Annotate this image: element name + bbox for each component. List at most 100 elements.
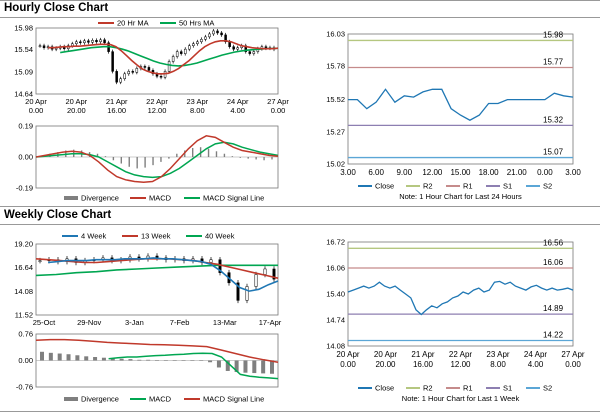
hourly-candle-body [79,41,82,44]
hourly-pivot-legend-r1-label: R1 [463,182,473,191]
weekly-pivot-ytick-label: 16.06 [326,264,345,273]
weekly-legend-signal-label: MACD Signal Line [203,395,264,404]
hourly-candle-body [87,40,90,43]
weekly-pivot-ytick-label: 14.74 [326,316,345,325]
hourly-legend-ma50-label: 50 Hrs MA [179,19,214,28]
weekly-macd-ytick-label: -0.76 [16,383,33,392]
hourly-price-xtick-time: 20.00 [67,106,86,115]
hourly-pivot-xtick-label: 0.00 [537,168,553,177]
weekly-pivot-level-label: 16.56 [543,238,564,247]
hourly-candle-body [123,73,126,79]
weekly-divergence-bar [84,356,89,361]
weekly-pivot-xtick-date: 24 Apr [524,350,547,359]
weekly-section-title: Weekly Close Chart [4,209,112,221]
hourly-candle-body [248,51,252,54]
hourly-candle-body [252,51,256,54]
weekly-price-ytick-label: 14.08 [14,287,33,296]
hourly-pivot-legend-close-label: Close [375,182,394,191]
hourly-candle-body [196,41,199,45]
hourly-pivot-close-line [348,88,574,121]
weekly-divergence-bar [93,357,98,361]
weekly-pivot-legend-close-label: Close [375,384,394,393]
hourly-candle-body [167,61,171,72]
hourly-pivot-ytick-label: 15.78 [326,62,345,71]
weekly-ma4-line [48,257,279,292]
weekly-price-xtick-label: 13-Mar [213,318,237,327]
hourly-price-xtick-date: 20 Apr [25,97,47,106]
hourly-macd-chart: 0.19 0.00 -0.19 Divergence MACD MACD Signal L… [16,122,279,203]
hourly-pivot-ytick-label: 15.27 [326,127,345,136]
hourly-candle-body [127,71,131,75]
hourly-candle-body [236,47,239,50]
hourly-macd-ytick-label: 0.00 [18,153,33,162]
hourly-pivot-legend-r2-label: R2 [423,182,433,191]
weekly-pivot-xtick-time: 20.00 [375,360,396,369]
weekly-pivot-xtick-time: 4.00 [528,360,544,369]
weekly-divergence-bar [181,360,186,361]
hourly-candle-body [192,43,195,46]
weekly-divergence-bar [57,353,62,361]
hourly-price-xtick-date: 23 Apr [186,97,208,106]
weekly-divergence-bar [216,360,221,368]
hourly-price-ytick-label: 14.64 [14,90,33,99]
weekly-pivot-note: Note: 1 Hour Chart for Last 1 Week [402,394,520,403]
weekly-pivot-xtick-date: 22 Apr [449,350,472,359]
hourly-price-xtick-time: 12.00 [148,106,167,115]
weekly-pivot-legend-s2-label: S2 [543,384,552,393]
weekly-candle-body [38,260,42,262]
weekly-candle-body [236,282,240,301]
hourly-candle-body [119,78,122,83]
hourly-candle-body [147,67,151,71]
weekly-divergence-bar [110,358,115,361]
weekly-price-frame [35,243,279,316]
hourly-candle-body [220,32,223,36]
hourly-price-xtick-date: 27 Apr [267,97,289,106]
hourly-price-xtick-time: 0.00 [271,106,286,115]
weekly-pivot-level-label: 16.06 [543,258,564,267]
weekly-macd-ytick-label: 0.00 [18,356,33,365]
weekly-divergence-bar [252,360,257,374]
weekly-legend-divergence-swatch [64,397,78,401]
hourly-candle-body [175,51,179,57]
weekly-pivot-close-line [347,280,574,316]
weekly-divergence-bar [119,358,124,361]
weekly-divergence-bar [270,360,274,374]
weekly-divergence-bar [101,357,106,361]
weekly-candle-body [218,259,222,273]
hourly-candle-body [91,40,94,43]
hourly-candle-body [135,68,139,73]
hourly-candle-body [143,66,147,68]
weekly-legend-macd-label: MACD [149,395,172,404]
hourly-candle-body [188,45,191,50]
weekly-candle-body [209,259,213,263]
weekly-pivot-xtick-date: 20 Apr [336,350,359,359]
hourly-pivot-legend-s1-label: S1 [503,182,512,191]
hourly-candle-body [171,56,175,62]
hourly-candle-body [38,45,42,47]
weekly-divergence-bar [225,360,230,371]
hourly-candle-body [159,76,163,78]
hourly-price-ytick-label: 15.98 [14,24,33,33]
hourly-legend-divergence-label: Divergence [81,194,119,203]
weekly-divergence-bar [261,360,266,374]
hourly-pivot-ytick-label: 15.02 [326,160,345,169]
weekly-pivot-legend-r2-label: R2 [423,384,433,393]
weekly-pivot-xtick-date: 23 Apr [486,350,509,359]
weekly-macd-ytick-label: 0.76 [18,330,33,339]
weekly-pivot-ytick-label: 14.08 [326,342,345,351]
weekly-pivot-xtick-date: 27 Apr [561,350,584,359]
hourly-pivot-xtick-label: 18.00 [479,168,500,177]
hourly-legend-macd-label: MACD [149,194,172,203]
hourly-section-title: Hourly Close Chart [4,2,109,14]
bottom-rule [0,411,600,412]
hourly-candle-body [99,39,102,43]
hourly-candle-body [228,41,231,47]
hourly-signal-line [35,141,279,179]
hourly-title-rule [0,17,600,18]
hourly-pivot-ytick-label: 15.52 [326,95,345,104]
weekly-divergence-bar [172,360,177,361]
hourly-price-xtick-date: 21 Apr [106,97,128,106]
hourly-candle-body [111,51,114,72]
weekly-pivot-xtick-time: 12.00 [450,360,471,369]
weekly-price-chart: 19.20 16.64 14.08 11.52 4 Week 13 Week 40 Week… [14,232,282,328]
